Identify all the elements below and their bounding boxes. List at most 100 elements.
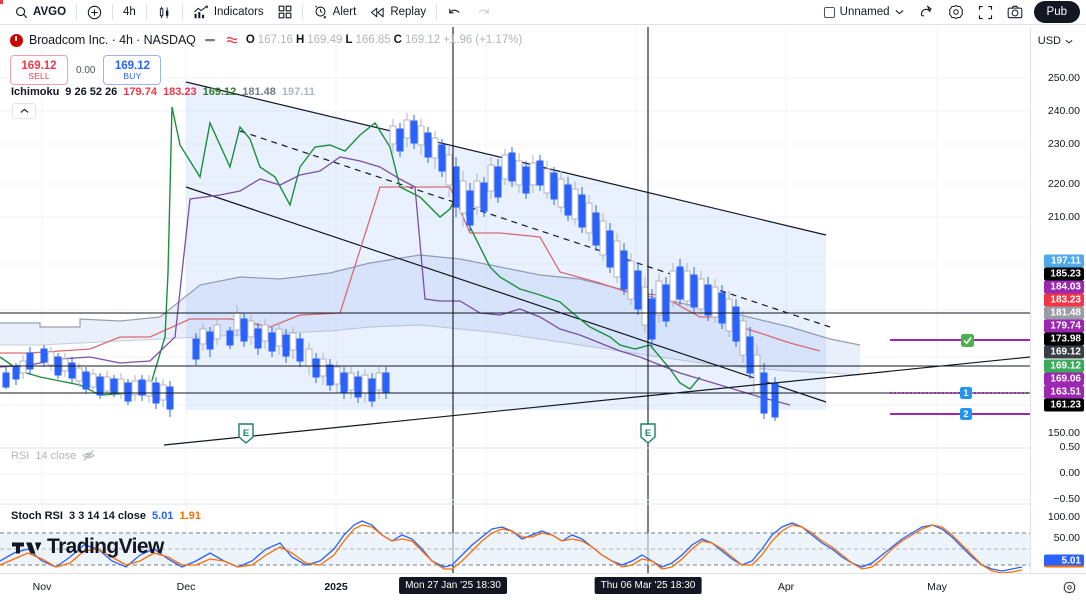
time-axis[interactable]: Nov Dec 2025 Apr May Mon 27 Jan '25 18:3… <box>0 573 1086 600</box>
ichimoku-value-0: 179.74 <box>123 86 157 98</box>
chart-plot-area[interactable]: 1 2 E E <box>0 27 1030 573</box>
interval-button[interactable]: 4h <box>116 1 143 23</box>
ohlc-h-key: H <box>295 34 305 46</box>
symbol-search-button[interactable]: AVGO <box>8 1 73 23</box>
svg-text:E: E <box>645 428 651 439</box>
price-tag-161[interactable]: 161.23 <box>1044 398 1084 412</box>
publish-label: Pub <box>1046 6 1067 18</box>
layouts-button[interactable] <box>271 1 299 23</box>
ohlc-o-key: O <box>245 34 255 46</box>
badge-1 <box>960 387 972 399</box>
tradingview-watermark: TradingView <box>12 535 164 559</box>
ichimoku-name: Ichimoku <box>11 86 60 98</box>
ichimoku-legend[interactable]: Ichimoku 9 26 52 26 179.74 183.23 169.12… <box>11 86 315 98</box>
symbol-ticker-label: AVGO <box>33 6 67 18</box>
indicators-button[interactable]: Indicators <box>186 1 271 23</box>
alert-button[interactable]: Alert <box>306 1 364 23</box>
publish-button[interactable]: Pub <box>1033 1 1080 23</box>
replay-label: Replay <box>390 6 427 18</box>
price-tag-183[interactable]: 183.23 <box>1044 293 1084 307</box>
undo-button[interactable] <box>440 1 469 23</box>
fullscreen-button[interactable] <box>971 1 1000 23</box>
snapshot-button[interactable] <box>1000 1 1030 23</box>
sell-price: 169.12 <box>21 59 57 72</box>
stoch-rsi-legend[interactable]: Stoch RSI 3 3 14 14 close 5.01 1.91 <box>11 510 201 522</box>
price-tick-250: 250.00 <box>1047 72 1080 84</box>
indicators-label: Indicators <box>213 6 264 18</box>
chart-style-button[interactable] <box>150 1 179 23</box>
crosshair-time-tag-2[interactable]: Thu 06 Mar '25 18:30 <box>594 577 702 594</box>
price-tag-169-green[interactable]: 169.12 <box>1044 359 1084 373</box>
svg-text:1: 1 <box>963 388 968 398</box>
stoch-rsi-pane <box>0 520 1030 573</box>
svg-text:E: E <box>243 428 249 439</box>
ohlc-l-key: L <box>345 34 353 46</box>
candlestick-style-icon <box>157 5 172 20</box>
rsi-tick-050: 0.50 <box>1059 441 1080 453</box>
stoch-tick-50: 50.00 <box>1053 532 1080 544</box>
sell-label: SELL <box>28 70 50 81</box>
toolbar-divider <box>181 4 183 20</box>
price-tag-179[interactable]: 179.74 <box>1044 319 1084 333</box>
currency-selector[interactable]: USD <box>1033 33 1078 49</box>
sell-button[interactable]: 169.12 SELL <box>10 55 68 85</box>
price-tick-240: 240.00 <box>1047 105 1080 117</box>
interval-label: 4h <box>123 6 136 18</box>
ohlc-c-key: C <box>393 34 402 46</box>
bar-style-icon[interactable] <box>204 34 216 46</box>
checkbox-icon[interactable] <box>823 6 835 18</box>
chevron-down-icon <box>1065 39 1073 44</box>
redo-arrow-icon <box>476 6 491 19</box>
ohlc-readout: O 167.16 H 169.49 L 166.85 C 169.12 +1.96 (+… <box>246 34 522 46</box>
tradingview-logo-icon <box>12 538 42 557</box>
price-range-drawings: 1 2 <box>890 334 1030 420</box>
channel-mid-dashed-line <box>239 130 831 328</box>
replay-button[interactable]: Replay <box>363 1 433 23</box>
stoch-d-line <box>0 524 1023 573</box>
time-settings-gear-icon[interactable] <box>1063 581 1076 594</box>
price-tag-173[interactable]: 173.98 <box>1044 332 1084 346</box>
chevron-down-icon <box>895 9 904 15</box>
stoch-current-tag[interactable]: 5.01 <box>1044 554 1084 568</box>
top-toolbar: AVGO 4h <box>0 0 1086 25</box>
ichimoku-chikou-span <box>0 156 791 406</box>
price-tag-181[interactable]: 181.48 <box>1044 306 1084 320</box>
crosshair-time-tag-1[interactable]: Mon 27 Jan '25 18:30 <box>399 577 507 594</box>
collapse-legend-button[interactable] <box>12 103 36 119</box>
price-tag-197[interactable]: 197.11 <box>1044 254 1084 268</box>
price-tag-184[interactable]: 184.03 <box>1044 280 1084 294</box>
chart-settings-button[interactable] <box>941 1 971 23</box>
rsi-params: 14 close <box>35 449 77 462</box>
toolbar-divider <box>436 4 438 20</box>
magnet-icon <box>918 4 934 20</box>
stoch-rsi-d-value: 1.91 <box>179 510 201 522</box>
ohlc-change: +1.96 <box>443 34 473 46</box>
buy-button[interactable]: 169.12 BUY <box>103 55 162 85</box>
svg-text:2: 2 <box>963 409 968 419</box>
currency-label: USD <box>1037 35 1061 47</box>
price-axis[interactable]: 250.00 240.00 230.00 220.00 210.00 197.1… <box>1030 27 1086 573</box>
earnings-marker-2: E <box>640 423 656 444</box>
layout-name-button[interactable]: Unnamed <box>817 1 911 23</box>
redo-button[interactable] <box>469 1 498 23</box>
price-tag-163[interactable]: 163.51 <box>1044 385 1084 399</box>
descending-channel-fill <box>186 82 826 410</box>
plus-circle-icon <box>87 5 102 20</box>
price-tag-169-grey[interactable]: 169.12 <box>1044 345 1084 359</box>
price-tag-185[interactable]: 185.23 <box>1044 267 1084 281</box>
chart-canvas[interactable]: 1 2 E E <box>0 27 1030 573</box>
magnet-button[interactable] <box>911 1 941 23</box>
price-tick-210: 210.00 <box>1047 211 1080 223</box>
badge-2 <box>960 408 972 420</box>
add-symbol-button[interactable] <box>80 1 109 23</box>
price-tag-169-06[interactable]: 169.06 <box>1044 372 1084 386</box>
compare-icon[interactable] <box>226 34 238 46</box>
layout-name-label: Unnamed <box>839 6 890 18</box>
rsi-legend[interactable]: RSI 14 close <box>11 449 96 462</box>
symbol-header[interactable]: Broadcom Inc. · 4h · NASDAQ O 167.16 H 169… <box>10 33 522 47</box>
page-title[interactable]: Broadcom Inc. · 4h · NASDAQ <box>29 33 196 47</box>
ohlc-c-value: 169.12 <box>404 34 441 46</box>
eye-crossed-icon[interactable] <box>82 449 96 462</box>
gear-icon <box>948 4 964 20</box>
